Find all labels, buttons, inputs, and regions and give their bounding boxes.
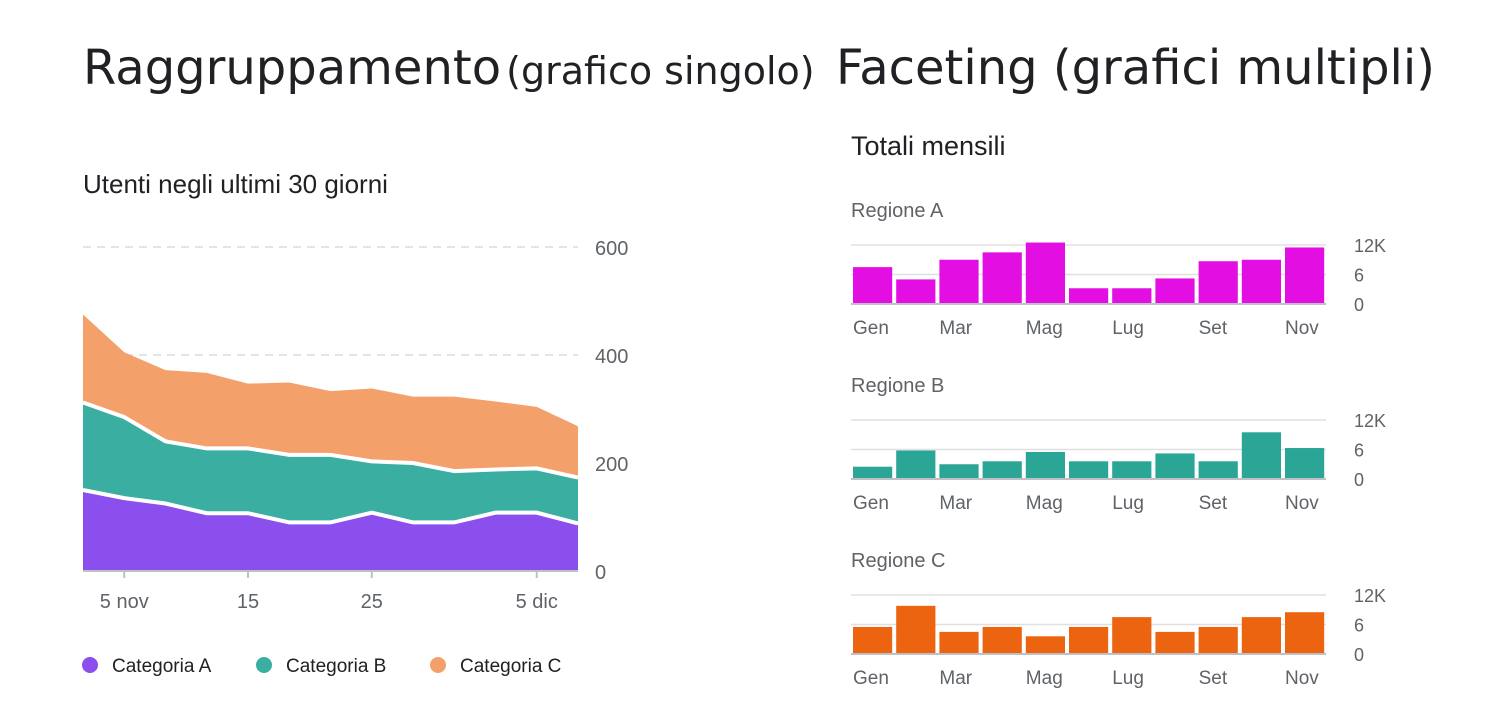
facet-x-tick-label: Gen [853, 668, 889, 689]
legend-marker [430, 657, 446, 673]
facet-bar [1069, 288, 1109, 304]
facet-x-tick-label: Mag [1026, 493, 1063, 514]
facet-bar [1198, 626, 1238, 654]
facet-bar [982, 626, 1022, 654]
facet-x-tick-label: Mar [939, 493, 972, 514]
area-x-tick-label: 5 nov [100, 591, 149, 613]
facet-bar [1241, 432, 1281, 479]
legend-marker [256, 657, 272, 673]
facet-y-tick-label: 12K [1354, 586, 1386, 606]
area-y-tick-label: 0 [595, 562, 606, 584]
facet-y-tick-label: 6 [1354, 441, 1364, 461]
facet-bar [896, 450, 936, 479]
facet-bar [853, 267, 893, 304]
facet-x-tick-label: Gen [853, 493, 889, 514]
facet-x-tick-label: Set [1199, 668, 1228, 689]
legend-marker [82, 657, 98, 673]
facet-bar [853, 466, 893, 479]
facet-x-tick-label: Mag [1026, 668, 1063, 689]
facet-bar [1025, 242, 1065, 304]
facet-y-tick-label: 0 [1354, 645, 1364, 665]
facet-bar [1155, 631, 1195, 654]
facet-bar [939, 464, 979, 479]
facet-x-tick-label: Lug [1112, 493, 1144, 514]
facet-bar [1155, 278, 1195, 304]
facet-bar [896, 279, 936, 304]
area-series-boundary [82, 400, 579, 480]
legend-label: Categoria A [112, 656, 212, 677]
facet-panel-title: Regione B [851, 375, 944, 397]
facet-bar [982, 252, 1022, 304]
area-series-1 [83, 490, 578, 571]
facet-bar [939, 259, 979, 304]
facet-bar [1069, 626, 1109, 654]
facet-x-tick-label: Mag [1026, 318, 1063, 339]
grouping-heading-main: Raggruppamento [83, 40, 502, 96]
facet-x-tick-label: Nov [1285, 668, 1319, 689]
area-series-3 [83, 314, 578, 478]
facet-y-tick-label: 12K [1354, 411, 1386, 431]
facet-bar [1241, 617, 1281, 654]
facet-bar [1025, 636, 1065, 654]
legend-label: Categoria B [286, 656, 386, 677]
facet-bar [1198, 461, 1238, 479]
area-x-tick-label: 25 [361, 591, 383, 613]
facet-bar [1155, 453, 1195, 479]
facet-y-tick-label: 6 [1354, 616, 1364, 636]
facet-bar [1198, 261, 1238, 304]
facet-y-tick-label: 0 [1354, 470, 1364, 490]
area-y-tick-label: 200 [595, 454, 628, 476]
facet-x-tick-label: Gen [853, 318, 889, 339]
facet-bar [939, 631, 979, 654]
faceting-heading: Faceting (grafici multipli) [836, 40, 1435, 96]
grouping-heading-sub: (grafico singolo) [506, 49, 815, 93]
facet-y-tick-label: 12K [1354, 236, 1386, 256]
facet-x-tick-label: Lug [1112, 318, 1144, 339]
facet-bar [1112, 461, 1152, 479]
facet-x-tick-label: Mar [939, 668, 972, 689]
facet-bar [853, 626, 893, 654]
facet-bar [982, 461, 1022, 479]
facet-x-tick-label: Set [1199, 493, 1228, 514]
facet-bar [1285, 448, 1325, 479]
facet-x-tick-label: Nov [1285, 493, 1319, 514]
facet-bar [1112, 617, 1152, 654]
facet-bar [1025, 451, 1065, 479]
area-series-2 [83, 402, 578, 524]
facet-bar [1112, 288, 1152, 304]
area-y-tick-label: 400 [595, 346, 628, 368]
legend-label: Categoria C [460, 656, 561, 677]
facet-panel-title: Regione C [851, 550, 946, 572]
facet-y-tick-label: 0 [1354, 295, 1364, 315]
facet-x-tick-label: Lug [1112, 668, 1144, 689]
area-x-tick-label: 15 [237, 591, 259, 613]
grouping-heading: Raggruppamento (grafico singolo) [83, 40, 815, 96]
facet-y-tick-label: 6 [1354, 266, 1364, 286]
area-chart-title: Utenti negli ultimi 30 giorni [83, 169, 388, 199]
facet-x-tick-label: Mar [939, 318, 972, 339]
facet-bar [1069, 461, 1109, 479]
facet-bar [896, 605, 936, 654]
facet-bar [1285, 612, 1325, 654]
facet-bar [1285, 247, 1325, 304]
area-series-boundary [82, 488, 579, 526]
facet-panel-title: Regione A [851, 200, 944, 222]
facet-x-tick-label: Set [1199, 318, 1228, 339]
facet-bar [1241, 259, 1281, 304]
area-x-tick-label: 5 dic [516, 591, 558, 613]
area-y-tick-label: 600 [595, 238, 628, 260]
facet-chart-title: Totali mensili [851, 131, 1006, 161]
facet-x-tick-label: Nov [1285, 318, 1319, 339]
